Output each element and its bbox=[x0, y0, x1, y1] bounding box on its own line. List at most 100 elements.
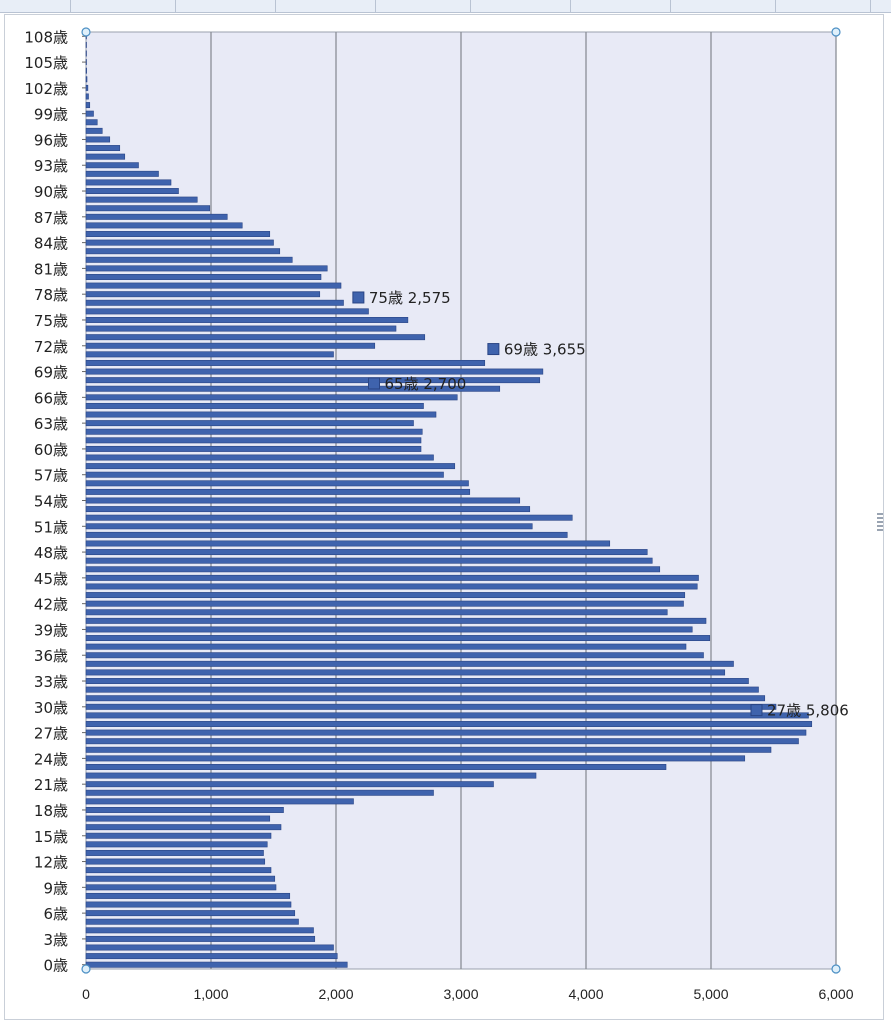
y-tick-label: 84歳 bbox=[34, 235, 68, 253]
bar bbox=[85, 394, 458, 401]
x-tick-label: 5,000 bbox=[693, 986, 728, 1002]
bar bbox=[85, 592, 686, 599]
bar bbox=[85, 411, 437, 418]
bar bbox=[85, 205, 211, 212]
bar bbox=[85, 325, 397, 332]
bar bbox=[85, 531, 568, 538]
y-tick-label: 6歳 bbox=[43, 905, 68, 923]
population-bar-chart[interactable]: 0 1,000 2,000 3,000 4,000 5,000 6,000 0歳 3歳 6歳 9歳 1… bbox=[5, 15, 885, 1021]
bar bbox=[85, 884, 277, 891]
bar bbox=[85, 583, 698, 590]
resize-handle[interactable] bbox=[877, 513, 883, 533]
bar bbox=[85, 222, 243, 229]
bar bbox=[85, 471, 444, 478]
bar bbox=[85, 832, 272, 839]
y-tick-label: 45歳 bbox=[34, 570, 68, 588]
bar bbox=[85, 420, 414, 427]
y-tick-label: 78歳 bbox=[34, 286, 68, 304]
bar bbox=[85, 76, 88, 83]
bar bbox=[85, 59, 87, 66]
y-tick-label: 24歳 bbox=[34, 750, 68, 768]
bar bbox=[85, 600, 684, 607]
bar bbox=[85, 231, 271, 237]
bar bbox=[85, 162, 139, 169]
bar bbox=[85, 626, 693, 633]
y-tick-label: 9歳 bbox=[43, 879, 68, 897]
bar bbox=[85, 875, 276, 882]
chart-area[interactable]: 0 1,000 2,000 3,000 4,000 5,000 6,000 0歳 3歳 6歳 9歳 1… bbox=[4, 14, 884, 1020]
bar bbox=[85, 746, 772, 753]
bar bbox=[85, 334, 426, 341]
bar bbox=[85, 824, 282, 831]
bar bbox=[85, 686, 759, 693]
bar bbox=[85, 102, 91, 109]
bar bbox=[85, 437, 422, 444]
bar bbox=[85, 488, 471, 495]
bar bbox=[85, 188, 179, 194]
y-tick-label: 102歳 bbox=[24, 80, 68, 98]
bar bbox=[85, 317, 409, 323]
bar bbox=[85, 901, 292, 908]
bar bbox=[85, 858, 266, 865]
bar bbox=[85, 342, 376, 349]
y-tick-label: 12歳 bbox=[34, 854, 68, 872]
bar bbox=[85, 514, 573, 521]
bar bbox=[85, 789, 434, 796]
bar bbox=[85, 213, 228, 220]
bar bbox=[85, 170, 159, 177]
bar bbox=[85, 660, 734, 667]
y-tick-label: 96歳 bbox=[34, 131, 68, 149]
bar bbox=[85, 849, 264, 856]
selection-handle bbox=[81, 27, 91, 37]
y-tick-label: 36歳 bbox=[34, 647, 68, 665]
bar bbox=[85, 910, 296, 917]
bar bbox=[85, 652, 704, 659]
y-tick-label: 42歳 bbox=[34, 596, 68, 614]
y-tick-label: 81歳 bbox=[34, 260, 68, 278]
bar bbox=[85, 67, 87, 74]
bar bbox=[85, 119, 98, 126]
bar bbox=[85, 145, 121, 152]
y-tick-label: 54歳 bbox=[34, 493, 68, 511]
bar bbox=[85, 927, 314, 934]
annotation-marker bbox=[368, 377, 380, 390]
y-tick-label: 69歳 bbox=[34, 364, 68, 382]
bar bbox=[85, 953, 338, 960]
bar bbox=[85, 41, 87, 48]
y-tick-label: 72歳 bbox=[34, 338, 68, 356]
bar bbox=[85, 377, 541, 384]
bar bbox=[85, 291, 321, 298]
bar bbox=[85, 540, 611, 547]
x-tick-label: 0 bbox=[82, 986, 90, 1002]
bar bbox=[85, 445, 422, 452]
bar bbox=[85, 712, 809, 719]
bar bbox=[85, 351, 334, 358]
annotation-marker bbox=[487, 343, 500, 356]
selection-handle bbox=[81, 964, 91, 974]
y-tick-label: 105歳 bbox=[24, 54, 68, 72]
bar bbox=[85, 368, 544, 375]
bar bbox=[85, 463, 456, 470]
bar bbox=[85, 807, 284, 813]
y-tick-label: 48歳 bbox=[34, 544, 68, 562]
bar bbox=[85, 50, 87, 57]
bar bbox=[85, 892, 291, 899]
bar bbox=[85, 256, 293, 263]
selection-handle bbox=[831, 27, 841, 37]
bar bbox=[85, 549, 648, 556]
bar bbox=[85, 772, 537, 779]
bar bbox=[85, 127, 103, 134]
x-tick-label: 2,000 bbox=[318, 986, 353, 1002]
bar bbox=[85, 93, 89, 100]
bar bbox=[85, 265, 328, 272]
bar bbox=[85, 643, 687, 650]
bar bbox=[85, 695, 766, 702]
bar bbox=[85, 867, 272, 874]
y-tick-label: 21歳 bbox=[34, 776, 68, 794]
bar bbox=[85, 755, 746, 762]
y-tick-label: 75歳 bbox=[34, 312, 68, 330]
bar bbox=[85, 454, 434, 461]
bar bbox=[85, 299, 344, 306]
data-label: 65歳 2,700 bbox=[385, 375, 467, 393]
bar bbox=[85, 574, 699, 581]
